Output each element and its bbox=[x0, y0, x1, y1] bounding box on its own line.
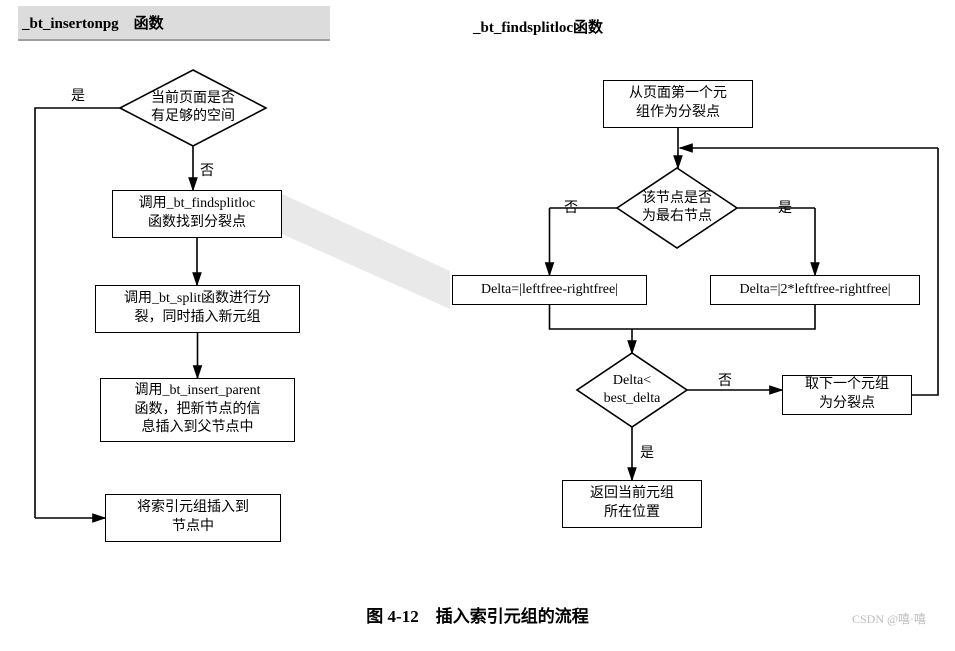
left-b1: 调用_bt_findsplitloc函数找到分裂点 bbox=[112, 190, 282, 238]
r-edge-b2-merge bbox=[550, 305, 633, 329]
right-b4: 取下一个元组为分裂点 bbox=[782, 375, 912, 415]
watermark: CSDN @嘻·嘻 bbox=[852, 610, 926, 627]
left-b2: 调用_bt_split函数进行分裂，同时插入新元组 bbox=[95, 285, 300, 333]
right-d1-text: 该节点是否为最右节点 bbox=[624, 173, 730, 243]
r-edge-loop-up bbox=[912, 148, 938, 395]
left-d1-no-label: 否 bbox=[200, 160, 214, 180]
left-b3: 调用_bt_insert_parent函数，把新节点的信息插入到父节点中 bbox=[100, 378, 295, 442]
link-shade bbox=[282, 194, 450, 309]
left-d1-yes-label: 是 bbox=[71, 85, 85, 105]
right-b5: 返回当前元组所在位置 bbox=[562, 480, 702, 528]
figure-caption: 图 4-12 插入索引元组的流程 bbox=[0, 602, 955, 627]
left-b4: 将索引元组插入到节点中 bbox=[105, 494, 281, 542]
right-d2-text: Delta<best_delta bbox=[583, 357, 681, 423]
right-d1-yes-label: 是 bbox=[778, 197, 792, 217]
right-title: _bt_findsplitloc函数 bbox=[465, 10, 611, 43]
right-d1-no-label: 否 bbox=[564, 197, 578, 217]
right-b3: Delta=|2*leftfree-rightfree| bbox=[710, 275, 920, 305]
right-b2: Delta=|leftfree-rightfree| bbox=[452, 275, 647, 305]
r-edge-b3-merge bbox=[632, 305, 815, 329]
right-d2-no-label: 否 bbox=[718, 370, 732, 390]
right-d2-yes-label: 是 bbox=[640, 442, 654, 462]
left-d1-text: 当前页面是否有足够的空间 bbox=[132, 76, 254, 140]
right-b1: 从页面第一个元组作为分裂点 bbox=[603, 80, 753, 128]
